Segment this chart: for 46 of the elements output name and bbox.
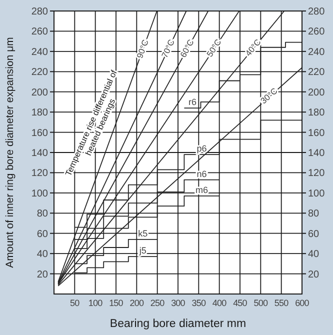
y-tick-label: 60 (36, 228, 48, 240)
text: 60°C (178, 38, 196, 60)
y-tick-label: 120 (31, 168, 48, 180)
y2-tick-label: 160 (308, 128, 326, 139)
y2-tick-label: 220 (308, 67, 326, 78)
y-tick-label: 160 (31, 128, 48, 139)
y2-tick-label: 260 (308, 26, 326, 38)
y2-tick-label: 20 (308, 269, 320, 280)
text: 70°C (159, 38, 176, 60)
y-tick-label: 140 (31, 148, 48, 159)
y-tick-label: 100 (31, 188, 48, 200)
y2-tick-label: 40 (308, 249, 320, 260)
x-tick-label: 250 (150, 298, 165, 308)
y2-tick-label: 240 (308, 46, 326, 58)
x-tick-label: 100 (88, 298, 103, 308)
series-label: r6 (188, 97, 196, 108)
y2-tick-label: 80 (308, 208, 320, 220)
y-tick-label: 20 (36, 269, 48, 280)
x-tick-label: 200 (130, 298, 144, 308)
y2-tick-label: 120 (308, 168, 326, 180)
y2-tick-label: 100 (308, 188, 326, 200)
y2-tick-label: 280 (308, 6, 326, 18)
x-tick-label: 450 (233, 298, 248, 308)
x-tick-label: 400 (212, 298, 227, 308)
x-tick-label: 150 (109, 298, 124, 308)
y-tick-label: 220 (31, 67, 48, 78)
y-tick-label: 180 (31, 108, 48, 119)
y-tick-label: 200 (31, 87, 48, 98)
y2-tick-label: 200 (308, 87, 326, 98)
x-tick-label: 550 (274, 298, 289, 308)
x-tick-label: 500 (254, 298, 268, 308)
y2-tick-label: 140 (308, 148, 326, 159)
x-axis-title: Bearing bore diameter mm (110, 318, 246, 330)
y-tick-label: 240 (31, 46, 48, 58)
y-tick-label: 280 (31, 6, 48, 18)
x-tick-label: 50 (70, 298, 80, 308)
y-tick-label: 80 (36, 208, 48, 220)
y-tick-label: 40 (36, 249, 48, 260)
y2-tick-label: 60 (308, 228, 320, 240)
x-tick-label: 600 (295, 298, 310, 308)
x-tick-label: 350 (192, 298, 206, 308)
y2-tick-label: 180 (308, 108, 326, 119)
y-axis-title: Amount of inner ring bore diameter expansion μm (4, 36, 16, 268)
y-tick-label: 260 (31, 26, 48, 38)
x-tick-label: 300 (171, 298, 186, 308)
text: 90°C (134, 38, 150, 60)
